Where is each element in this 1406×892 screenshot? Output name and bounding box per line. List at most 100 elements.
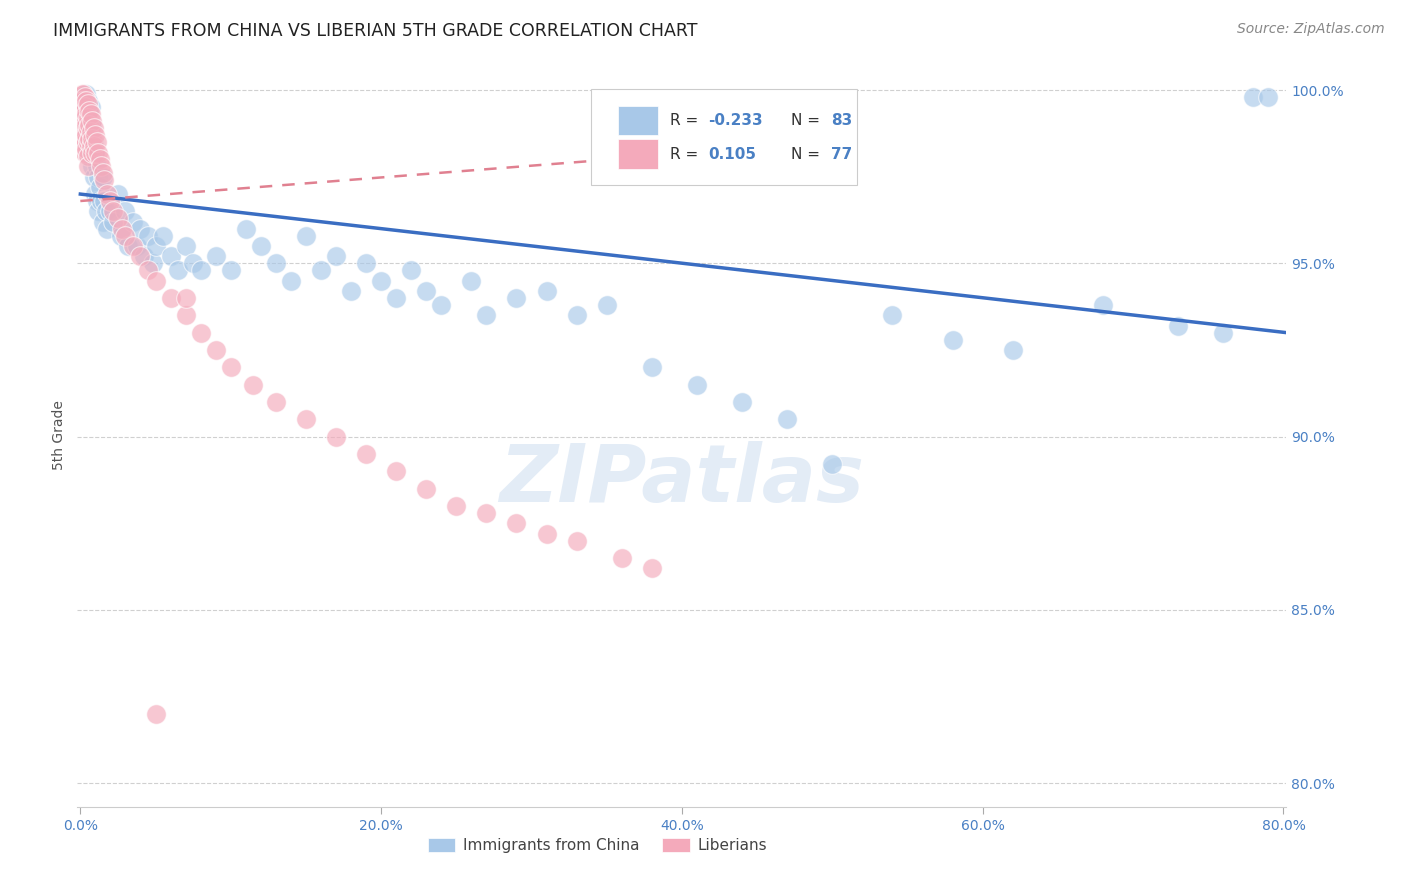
Point [79,118,101,132]
Point [76,118,98,132]
Point [103,215,125,229]
Point [100,204,122,219]
Point [340,284,363,298]
Text: 0.105: 0.105 [709,146,756,161]
Text: -0.233: -0.233 [709,113,763,128]
Point [82,145,104,160]
Point [75,94,97,108]
Point [145,706,167,721]
Point [79,125,101,139]
Text: R =: R = [669,146,703,161]
Point [72,90,94,104]
Point [93,173,115,187]
FancyBboxPatch shape [592,88,858,186]
Point [110,228,132,243]
Point [136,228,159,243]
Point [80,138,103,153]
Point [114,228,136,243]
Y-axis label: 5th Grade: 5th Grade [52,400,66,470]
Point [354,256,377,270]
Point [235,221,257,235]
Point [82,160,104,174]
Point [219,360,242,375]
Point [75,111,97,125]
Point [641,360,664,375]
Point [107,211,129,226]
Point [114,204,136,219]
Point [129,249,152,263]
Point [446,499,468,513]
Point [882,309,904,323]
Point [190,326,212,340]
Text: N =: N = [790,113,824,128]
Point [122,215,145,229]
Point [145,239,167,253]
Text: ZIPatlas: ZIPatlas [499,441,865,518]
Point [83,135,105,149]
Point [731,395,754,409]
Point [87,169,110,184]
Point [90,160,112,174]
Point [91,166,114,180]
Point [91,215,114,229]
Point [596,298,619,312]
Point [80,100,103,114]
Point [87,204,110,219]
Point [82,131,104,145]
Point [415,284,437,298]
Point [1167,318,1189,333]
Point [93,194,115,208]
Point [70,107,93,121]
Point [75,118,97,132]
Point [76,97,98,112]
Point [249,239,271,253]
Point [76,160,98,174]
Point [127,239,149,253]
Point [129,221,152,235]
Point [565,309,588,323]
Point [174,309,197,323]
Point [536,284,558,298]
FancyBboxPatch shape [617,139,658,169]
Point [354,447,377,461]
Point [79,103,101,118]
Point [821,458,844,472]
Point [475,506,498,520]
Point [76,135,98,149]
Point [103,204,125,219]
Point [159,291,181,305]
Point [942,333,965,347]
Point [280,274,302,288]
Text: 77: 77 [831,146,852,161]
Point [167,263,190,277]
Point [370,274,392,288]
Point [84,128,107,143]
Point [159,249,181,263]
Point [73,103,96,118]
Point [72,87,94,101]
Point [89,180,111,194]
Point [117,239,139,253]
Point [505,516,527,531]
Point [325,249,347,263]
Point [86,135,108,149]
Point [242,377,264,392]
Point [385,464,408,478]
Point [686,377,709,392]
Point [79,131,101,145]
Point [776,412,799,426]
Text: N =: N = [790,146,824,161]
Point [1212,326,1234,340]
Point [75,107,97,121]
Point [72,103,94,118]
Point [141,256,163,270]
Point [84,145,107,160]
Text: IMMIGRANTS FROM CHINA VS LIBERIAN 5TH GRADE CORRELATION CHART: IMMIGRANTS FROM CHINA VS LIBERIAN 5TH GR… [53,22,697,40]
Point [475,309,498,323]
Point [75,142,97,156]
Point [76,111,98,125]
Text: Source: ZipAtlas.com: Source: ZipAtlas.com [1237,22,1385,37]
Point [145,274,167,288]
Point [415,482,437,496]
Point [204,249,226,263]
